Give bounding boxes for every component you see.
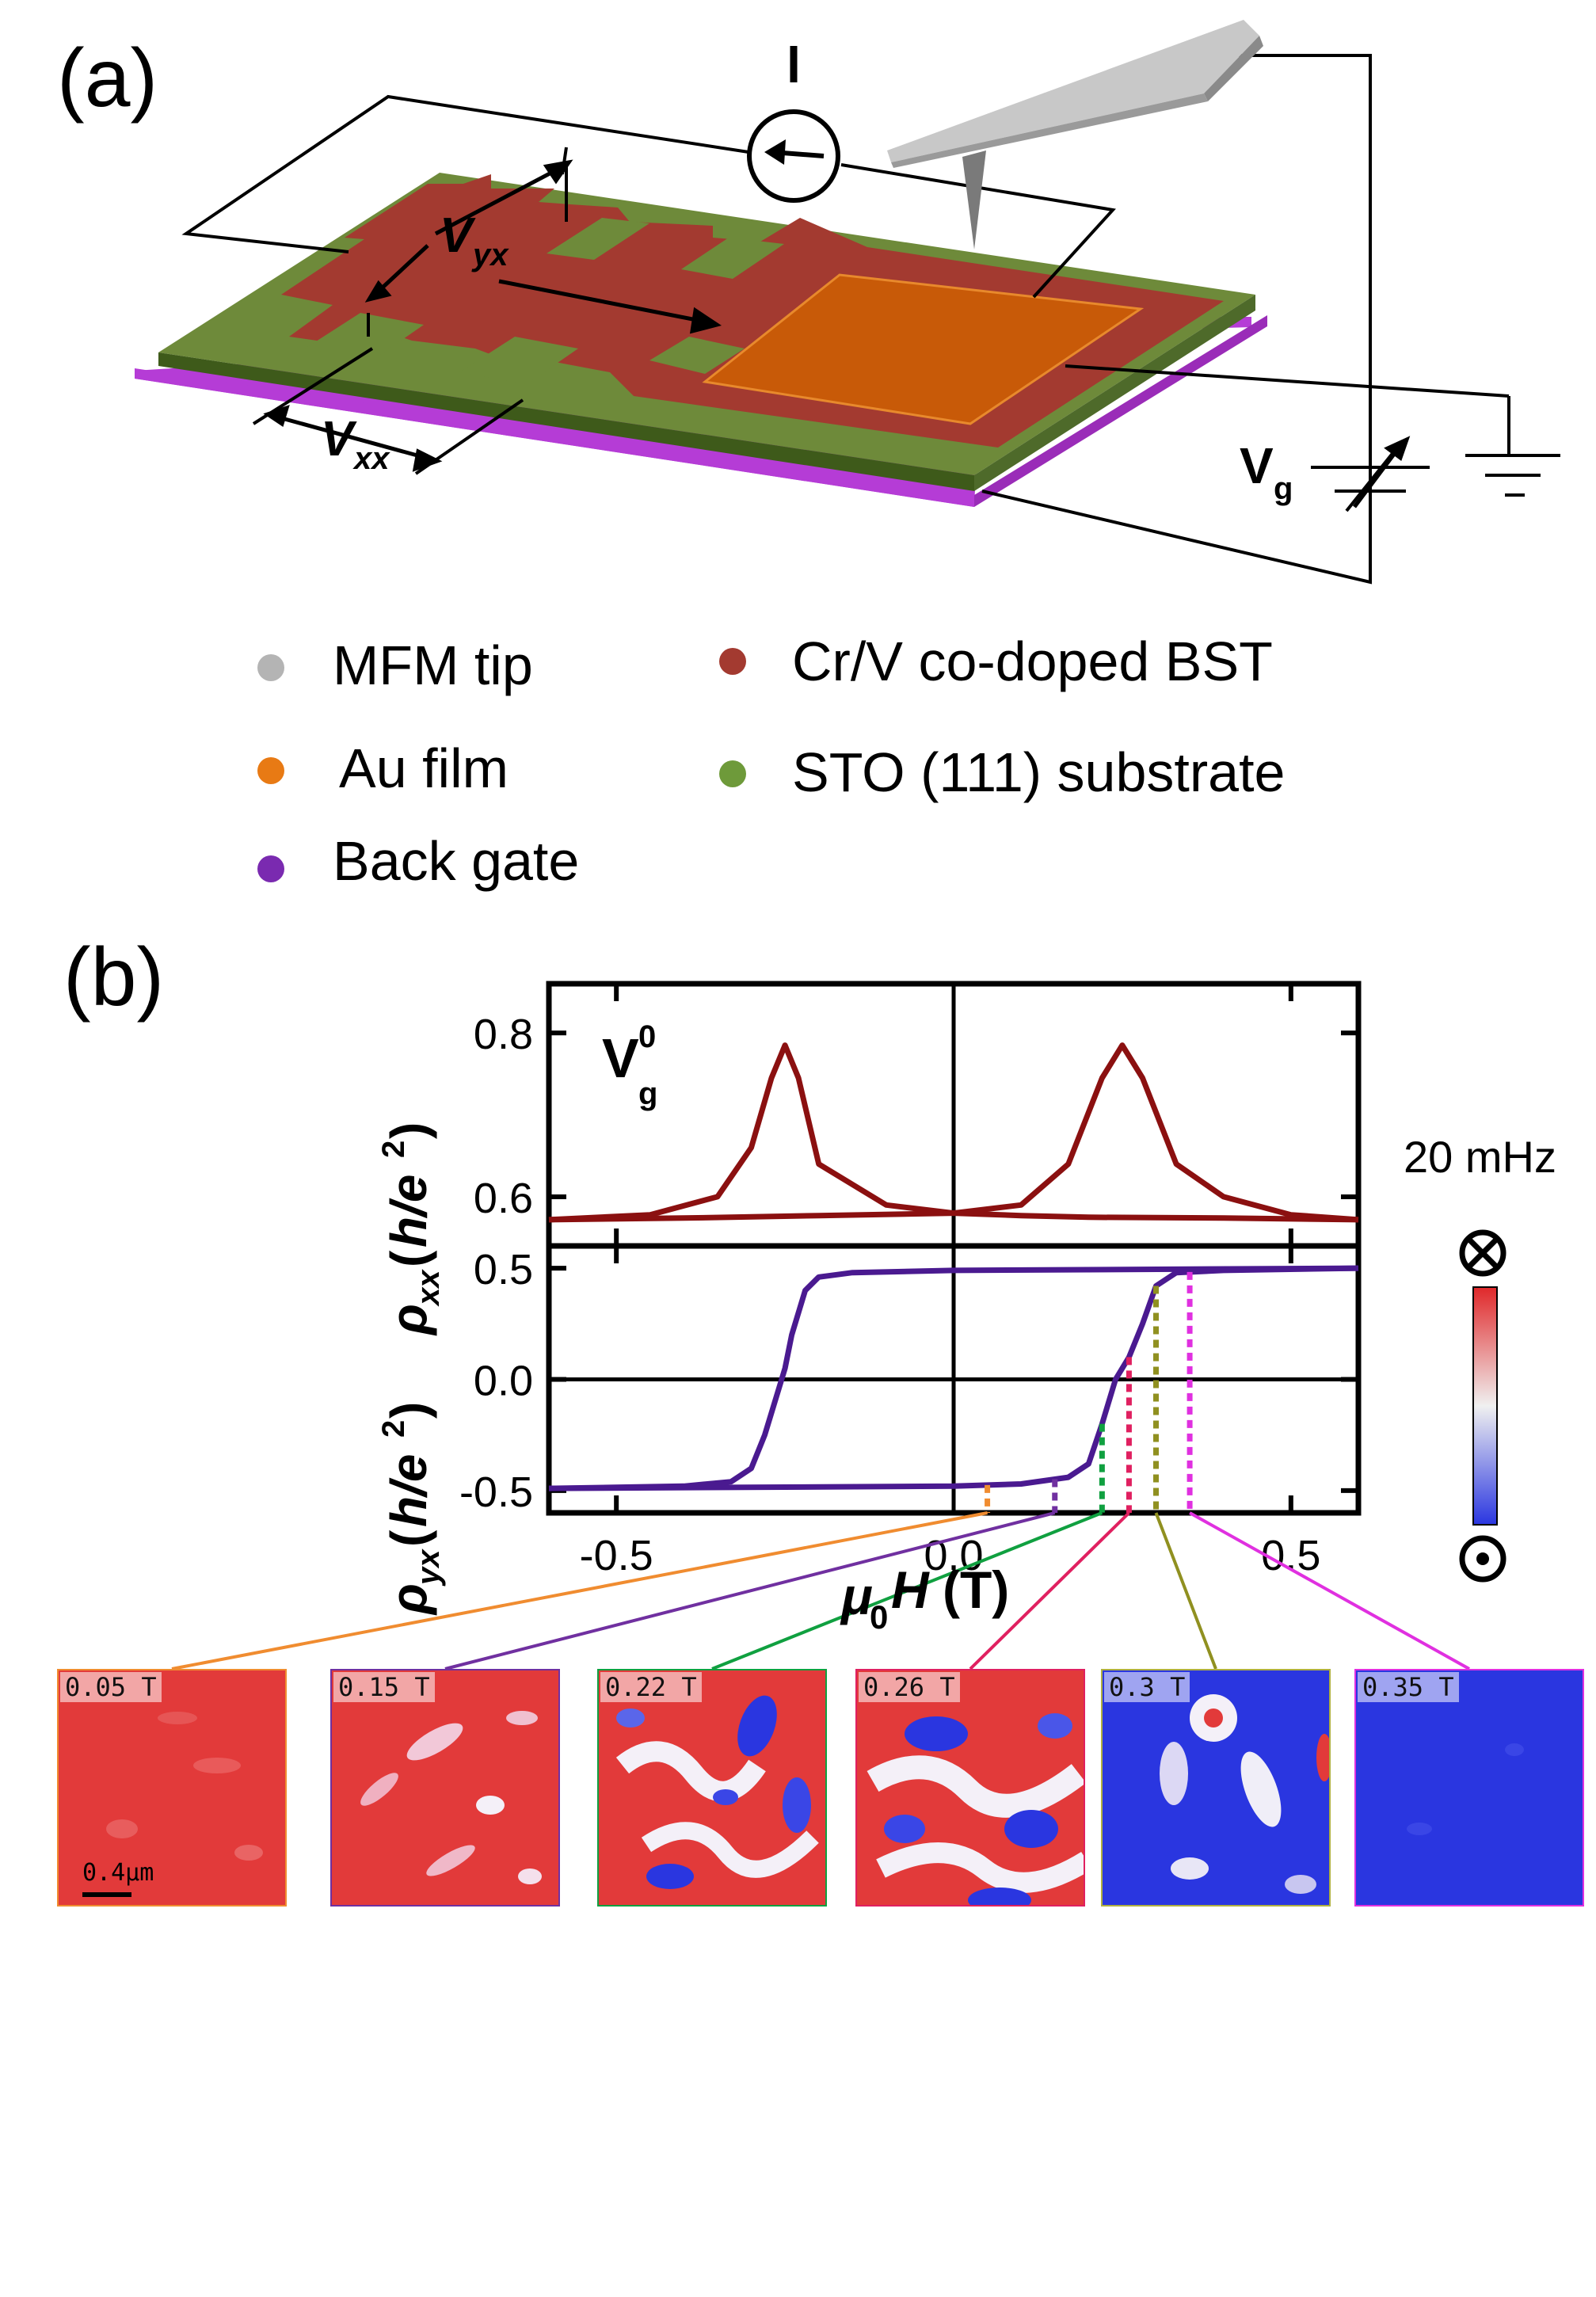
y-tick-label: 0.6 bbox=[474, 1175, 533, 1222]
svg-text:h/e: h/e bbox=[380, 1454, 437, 1527]
leader-line bbox=[171, 1511, 988, 1670]
y-tick-label: -0.5 bbox=[459, 1468, 533, 1516]
mfm-image-2: 0.22 T bbox=[597, 1669, 827, 1907]
series-line-1 bbox=[548, 1265, 1359, 1491]
svg-text:yx: yx bbox=[411, 1548, 446, 1587]
legend-label-sto: STO (111) substrate bbox=[792, 741, 1286, 803]
svg-text:(: ( bbox=[380, 1250, 437, 1267]
mfm-tip bbox=[962, 150, 986, 250]
series-line-1 bbox=[548, 1042, 1359, 1223]
svg-text:): ) bbox=[380, 1402, 437, 1419]
svg-text:h/e: h/e bbox=[380, 1175, 437, 1248]
x-axis-label: μ 0 H (T) bbox=[840, 1560, 1009, 1636]
legend-label-au-film: Au film bbox=[339, 737, 509, 799]
x-tick-label: 0.5 bbox=[1261, 1532, 1320, 1579]
legend-dot-au-film bbox=[257, 757, 284, 784]
legend-dot-bst bbox=[719, 648, 746, 675]
colorbar-title: 20 mHz bbox=[1404, 1132, 1556, 1182]
au-film-pad bbox=[702, 273, 1145, 425]
svg-text:μ: μ bbox=[840, 1567, 873, 1625]
mfm-cantilever bbox=[887, 20, 1259, 162]
legend-label-bst: Cr/V co-doped BST bbox=[792, 630, 1273, 692]
svg-text:(T): (T) bbox=[943, 1560, 1009, 1619]
scalebar bbox=[82, 1892, 131, 1897]
svg-text:g: g bbox=[638, 1076, 657, 1111]
mfm-field-label: 0.3 T bbox=[1104, 1672, 1190, 1702]
mfm-image-4: 0.3 T bbox=[1101, 1669, 1331, 1907]
svg-text:0: 0 bbox=[870, 1598, 888, 1636]
mfm-image-1: 0.15 T bbox=[330, 1669, 560, 1907]
vxx-label: V bbox=[321, 412, 357, 467]
mfm-image-5: 0.35 T bbox=[1354, 1669, 1584, 1907]
marker-leader-lines bbox=[171, 1511, 1470, 1670]
legend-dot-sto bbox=[719, 760, 746, 787]
svg-text:ρ: ρ bbox=[380, 1304, 437, 1336]
legend-dot-mfm-tip bbox=[257, 654, 284, 681]
legend-label-mfm-tip: MFM tip bbox=[333, 634, 533, 696]
mfm-field-label: 0.05 T bbox=[60, 1672, 162, 1702]
mfm-image-0: 0.05 T 0.4μm bbox=[57, 1669, 287, 1907]
panel-a-label: (a) bbox=[57, 32, 158, 124]
mfm-field-label: 0.35 T bbox=[1358, 1672, 1459, 1702]
y-tick-label: 0.0 bbox=[474, 1358, 533, 1405]
leader-line bbox=[969, 1511, 1130, 1670]
leader-line bbox=[711, 1511, 1103, 1670]
leader-line bbox=[1189, 1511, 1470, 1670]
y-tick-label: 0.8 bbox=[474, 1011, 533, 1058]
svg-text:): ) bbox=[380, 1122, 437, 1139]
leader-line bbox=[1154, 1512, 1217, 1670]
device-schematic: V yx V xx V g bbox=[135, 20, 1560, 585]
magnetotransport-chart: 0.60.8 -0.50.00.5-0.5 0.0 0.5 V 0 g ρ xx (… bbox=[171, 981, 1556, 1670]
rho-xx-ylabel: ρ xx ( h/e 2 ) bbox=[376, 1122, 446, 1336]
mfm-field-label: 0.15 T bbox=[333, 1672, 435, 1702]
vyx-label: V bbox=[440, 208, 476, 263]
svg-text:xx: xx bbox=[411, 1269, 446, 1307]
scalebar-label: 0.4μm bbox=[82, 1859, 154, 1887]
svg-text:H: H bbox=[891, 1560, 930, 1619]
vg-label: V bbox=[1240, 437, 1274, 494]
panel-b-label: (b) bbox=[63, 931, 165, 1023]
rho-yx-ylabel: ρ yx ( h/e 2 ) bbox=[376, 1402, 446, 1616]
gate-voltage-label: V bbox=[602, 1027, 639, 1089]
svg-text:(: ( bbox=[380, 1529, 437, 1547]
mfm-field-label: 0.22 T bbox=[600, 1672, 702, 1702]
svg-text:2: 2 bbox=[376, 1420, 411, 1438]
series-line-0 bbox=[548, 1265, 1359, 1491]
rho-yx-chart: -0.50.00.5-0.5 0.0 0.5 bbox=[459, 1243, 1362, 1579]
rho-xx-chart: 0.6 0.8 bbox=[474, 981, 1362, 1249]
svg-text:g: g bbox=[1274, 471, 1293, 506]
mfm-field-label: 0.26 T bbox=[859, 1672, 960, 1702]
x-tick-label: -0.5 bbox=[580, 1532, 653, 1579]
series-line-0 bbox=[548, 1042, 1359, 1223]
svg-text:0: 0 bbox=[638, 1019, 656, 1054]
svg-text:yx: yx bbox=[471, 238, 509, 272]
leader-line bbox=[444, 1511, 1056, 1670]
y-tick-label: 0.5 bbox=[474, 1246, 533, 1293]
svg-text:ρ: ρ bbox=[380, 1583, 437, 1616]
legend-label-back-gate: Back gate bbox=[333, 830, 580, 892]
svg-text:xx: xx bbox=[352, 441, 390, 476]
legend-dot-back-gate bbox=[257, 855, 284, 882]
svg-text:2: 2 bbox=[376, 1141, 411, 1158]
back-gate-side bbox=[135, 368, 974, 507]
mfm-image-3: 0.26 T bbox=[855, 1669, 1085, 1907]
colorbar bbox=[1459, 1229, 1506, 1583]
